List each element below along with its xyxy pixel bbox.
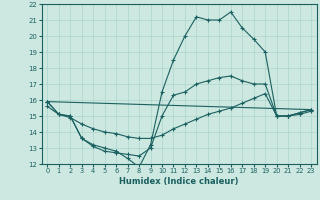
X-axis label: Humidex (Indice chaleur): Humidex (Indice chaleur) xyxy=(119,177,239,186)
